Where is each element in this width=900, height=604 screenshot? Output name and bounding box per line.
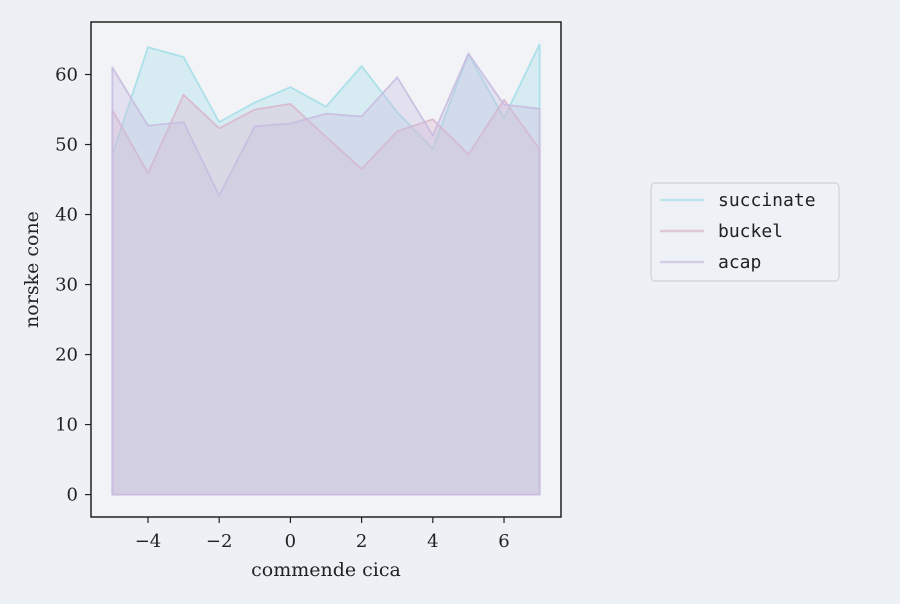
y-tick-label: 30 [55,275,78,296]
y-axis: 0 10 20 30 40 50 60 [55,65,91,506]
y-tick-label: 60 [55,65,78,86]
y-tick-label: 50 [55,135,78,156]
legend: succinate buckel acap [650,182,840,282]
plot-areas [91,22,561,517]
x-axis-label: commende cica [251,559,401,581]
legend-label-acap: acap [718,252,761,273]
x-tick-label: 2 [356,531,367,552]
legend-label-succinate: succinate [718,190,816,211]
x-tick-label: −2 [206,531,233,552]
area-series-succinate [111,43,541,496]
y-tick-label: 40 [55,205,78,226]
x-tick-label: 6 [498,531,509,552]
plot-frame [90,21,562,518]
plot-background [91,22,561,517]
x-tick-label: 4 [427,531,438,552]
y-tick-label: 0 [67,485,78,506]
legend-box [650,182,840,282]
y-tick-label: 20 [55,345,78,366]
legend-label-buckel: buckel [718,221,783,242]
x-axis: −4 −2 0 2 4 6 [135,517,510,552]
x-tick-label: −4 [135,531,162,552]
x-tick-label: 0 [285,531,296,552]
y-tick-label: 10 [55,415,78,436]
y-axis-label: norske cone [21,211,43,328]
area-series-acap [111,52,541,496]
